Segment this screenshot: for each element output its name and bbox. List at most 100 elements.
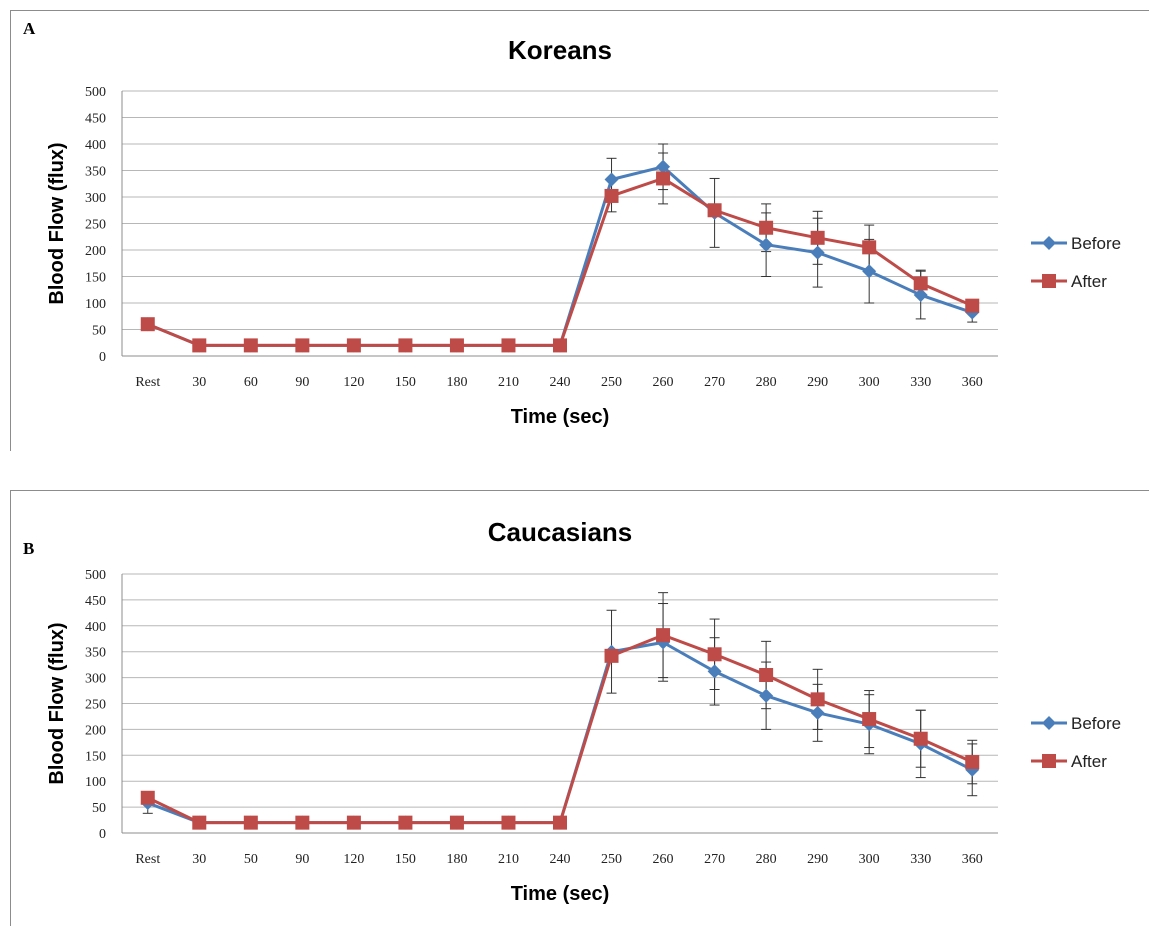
data-point-before [965, 762, 980, 777]
data-point-after [398, 338, 413, 353]
y-tick-label: 150 [85, 271, 106, 286]
legend-marker-after [1042, 754, 1056, 768]
data-point-after [140, 317, 155, 332]
x-axis-title: Time (sec) [511, 406, 610, 428]
y-tick-label: 100 [85, 297, 106, 312]
data-point-after [759, 668, 774, 683]
data-point-after [449, 338, 464, 353]
caucasians-chart: Caucasians 0 50 100 150 200 250 300 350 400 450 500… [46, 517, 1121, 905]
y-tick-label: 250 [85, 698, 106, 713]
series-line-after [147, 633, 973, 825]
y-tick-label: 400 [85, 620, 106, 635]
x-tick-label: Rest [135, 852, 160, 867]
y-tick-label: 450 [85, 594, 106, 609]
data-point-after [192, 338, 207, 353]
data-point-before [913, 288, 928, 303]
x-tick-label: 120 [343, 375, 364, 390]
y-tick-label: 300 [85, 191, 106, 206]
x-tick-label: 240 [550, 375, 571, 390]
data-point-after [553, 338, 567, 353]
x-tick-label: 330 [910, 375, 931, 390]
y-tick-label: 250 [85, 218, 106, 233]
y-tick-label: 50 [92, 324, 106, 339]
data-point-after [604, 648, 619, 663]
series-line-before [147, 640, 973, 825]
x-tick-label: 260 [653, 375, 674, 390]
x-tick-label: 240 [550, 852, 571, 867]
x-tick-label: 150 [395, 375, 416, 390]
x-tick-label: 50 [244, 852, 258, 867]
legend-marker-after [1042, 274, 1056, 288]
y-tick-label: 500 [85, 568, 106, 583]
x-tick-label: 180 [446, 375, 467, 390]
x-tick-label: 360 [962, 375, 983, 390]
legend-item-after: After [1031, 752, 1107, 771]
x-tick-label: 270 [704, 375, 725, 390]
legend-item-before: Before [1031, 234, 1121, 253]
data-point-after [604, 188, 619, 203]
data-point-after [243, 338, 258, 353]
data-point-after [553, 815, 567, 830]
data-point-after [346, 338, 361, 353]
data-point-before [759, 688, 774, 703]
data-point-after [192, 815, 207, 830]
legend-marker-before [1042, 236, 1056, 250]
y-axis-title: Blood Flow (flux) [46, 622, 68, 784]
data-point-before [656, 635, 671, 650]
data-point-after [965, 755, 980, 770]
x-tick-label: 150 [395, 852, 416, 867]
x-tick-label: 30 [192, 852, 206, 867]
x-tick-label: 250 [601, 375, 622, 390]
x-tick-label: 290 [807, 852, 828, 867]
y-tick-label: 500 [85, 85, 106, 100]
panel-label-b: B [23, 539, 35, 558]
series-line-before [147, 165, 973, 347]
y-tick-label: 100 [85, 775, 106, 790]
y-tick-label: 150 [85, 749, 106, 764]
x-tick-label: 280 [756, 375, 777, 390]
data-point-after [965, 298, 980, 313]
legend-label-after: After [1071, 272, 1107, 291]
y-tick-label: 400 [85, 138, 106, 153]
data-point-before [810, 245, 825, 260]
data-point-before [656, 159, 671, 174]
data-point-after [501, 338, 516, 353]
chart-title: Caucasians [488, 517, 633, 547]
y-tick-label: 50 [92, 801, 106, 816]
x-tick-label: 90 [295, 852, 309, 867]
data-point-after [656, 171, 671, 186]
data-point-before [810, 705, 825, 720]
legend-marker-before [1042, 716, 1056, 730]
data-point-after [810, 230, 825, 245]
y-tick-label: 450 [85, 112, 106, 127]
koreans-chart: Koreans 0 50 100 150 200 250 300 350 400 450 500 Res… [46, 35, 1121, 428]
x-tick-label: 60 [244, 375, 258, 390]
y-tick-label: 300 [85, 672, 106, 687]
data-point-after [862, 712, 877, 727]
chart-panel-a: A Koreans 0 50 100 150 200 250 300 350 400 450 500 R… [10, 10, 1149, 451]
x-tick-label: 260 [653, 852, 674, 867]
data-point-after [140, 790, 155, 805]
y-tick-label: 0 [99, 827, 106, 842]
legend-label-before: Before [1071, 234, 1121, 253]
chart-panel-b: B Caucasians 0 50 100 150 200 250 300 350 400 450 5… [10, 490, 1149, 926]
x-tick-label: 270 [704, 852, 725, 867]
data-point-before [862, 264, 877, 279]
data-point-before [759, 237, 774, 252]
data-point-after [295, 338, 310, 353]
y-tick-label: 0 [99, 350, 106, 365]
y-tick-label: 350 [85, 165, 106, 180]
legend-label-after: After [1071, 752, 1107, 771]
legend-item-before: Before [1031, 714, 1121, 733]
legend-item-after: After [1031, 272, 1107, 291]
data-point-after [913, 276, 928, 291]
x-tick-label: 180 [446, 852, 467, 867]
y-axis-title: Blood Flow (flux) [46, 142, 68, 304]
data-point-before [707, 664, 722, 679]
x-tick-label: Rest [135, 375, 160, 390]
x-tick-label: 250 [601, 852, 622, 867]
data-point-after [862, 240, 877, 255]
data-point-after [449, 815, 464, 830]
x-tick-label: 120 [343, 852, 364, 867]
data-point-after [656, 628, 671, 643]
